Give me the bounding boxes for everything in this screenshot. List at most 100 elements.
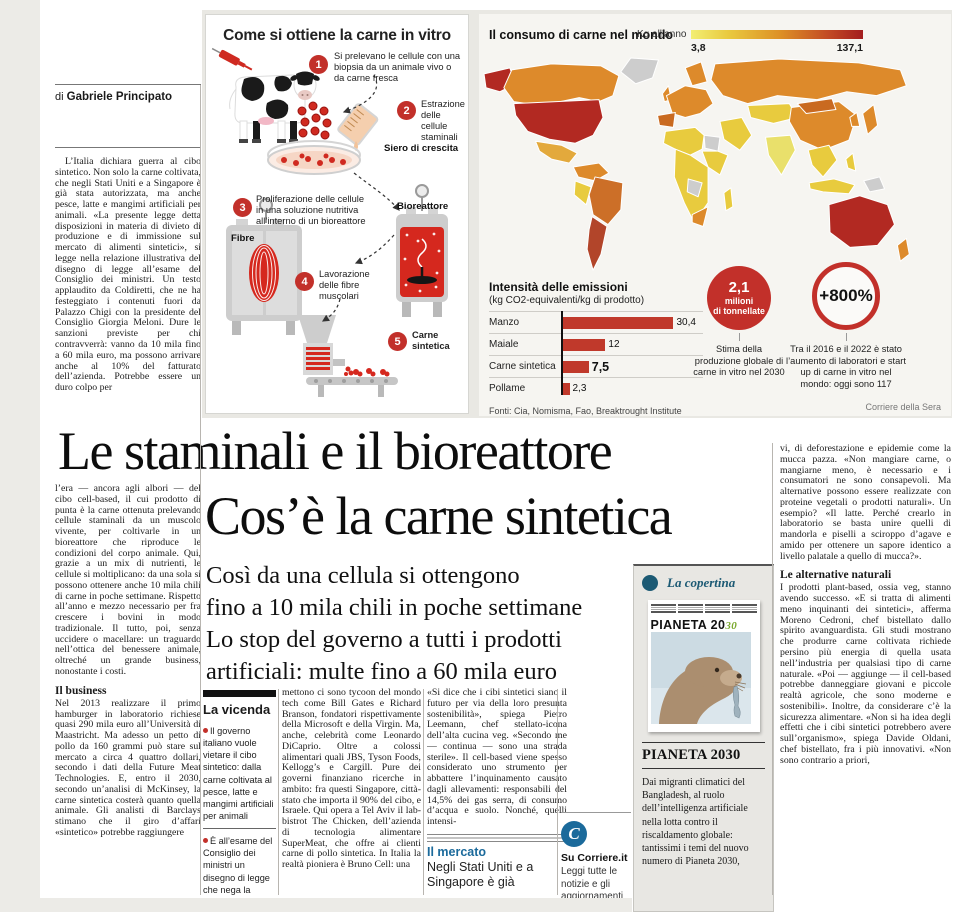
step-2-number: 2 [397,101,416,120]
bar-value: 2,3 [572,383,587,394]
subhead: Così da una cellula si ottengono fino a … [206,560,582,687]
byline-rule [55,147,201,148]
teal-circle-icon [642,575,658,591]
stat-circle-growth: +800% Tra il 2016 e il 2022 è stato l’au… [785,262,907,390]
vicenda-box: La vicenda Il governo italiano vuole vie… [203,690,276,898]
step-4-text: Lavorazione delle fibre muscolari [319,269,370,301]
vicenda-item: È all’esame del Consiglio dei ministri u… [203,828,276,898]
cow-icon [229,71,320,143]
infographic-title: Come si ottiene la carne in vitro [223,27,451,44]
copertina-label: La copertina [667,575,736,590]
step-1-text: Si prelevano le cellule con una biopsia … [334,51,461,83]
chart-subtitle: (kg CO2-equivalenti/kg di prodotto) [489,295,645,306]
bar-value: 30,4 [676,317,696,328]
column-rule [200,85,201,895]
chart-row: Manzo 30,4 [489,311,703,333]
magazine-masthead: PIANETA 2030 [651,618,757,632]
step-3-number: 3 [233,198,252,217]
vicenda-top-bar [203,690,276,697]
subhead-line: Così da una cellula si ottengono [206,562,520,589]
bullet-icon [203,838,208,844]
pianeta-heading: PIANETA 2030 [642,742,765,769]
meat-pieces-icon [353,368,390,377]
map-legend-max: 137,1 [836,42,863,54]
fibre-label: Fibre [231,233,255,244]
corriere-logo-icon: C [561,821,587,847]
column-rule [557,689,558,895]
business-paragraph: Nel 2013 realizzare il primo hamburger i… [55,697,201,838]
infographic-panel: Come si ottiene la carne in vitro [205,14,469,414]
lead-column: L’Italia dichiara guerra al cibo sinteti… [55,157,201,423]
page-edge-bottom [0,898,632,912]
body-column-1: l’era — ancora agli albori — del cibo ce… [55,484,201,898]
masthead-script: 30 [725,620,738,632]
pianeta-text: Dai migranti climatici del Bangladesh, a… [642,777,749,868]
beaker-icon [337,103,379,146]
step-2-text: Estrazione delle cellule staminali [421,99,465,142]
growth-value: +800% [819,286,873,305]
bioreactor-icon [396,184,448,317]
syringe-icon [211,47,253,71]
map-legend-gradient [691,30,863,39]
production-unit-1: milioni [724,296,754,307]
byline-prefix: di [55,91,67,103]
chart-axis [561,311,563,395]
bar-value: 7,5 [591,359,610,374]
production-circle: 2,1 milioni di tonnellate [707,266,771,330]
chart-title: Intensità delle emissioni [489,280,628,294]
caption-tick [738,333,740,341]
mercato-heading: Il mercato [427,844,487,859]
bar-label: Pollame [489,383,526,394]
alternatives-paragraph: I prodotti plant-based, ossia veg, stann… [780,582,951,766]
section-divider [427,833,567,842]
chart-row: Pollame 2,3 [489,377,703,399]
vicenda-item: Il governo italiano vuole vietare il cib… [203,719,276,828]
column-rule [278,689,279,895]
business-heading: Il business [55,684,107,697]
body-paragraph: «Si dice che i cibi sintetici siano il f… [427,688,567,828]
bar-value: 12 [608,339,620,350]
bar [561,316,674,329]
step-3-text: Proliferazione delle cellule in una solu… [256,194,366,226]
petri-dish-icon [267,140,361,175]
magazine-cover: PIANETA 2030 [647,600,760,732]
bar-label: Maiale [489,339,519,350]
byline-author: Gabriele Principato [66,91,173,103]
growth-circle: +800% [812,262,880,330]
seal-photo [650,632,751,724]
byline: di Gabriele Principato [55,84,201,103]
chart-source: Fonti: Cia, Nomisma, Fao, Breaktrought I… [489,406,682,416]
vicenda-item-text: Il governo italiano vuole vietare il cib… [203,726,274,821]
alternatives-heading: Le alternative naturali [780,569,892,582]
body-column-4: «Si dice che i cibi sintetici siano il f… [427,688,567,912]
body-paragraph: vi, di deforestazione e epidemie come la… [780,444,951,562]
body-column-3: mettono ci sono tycoon del mondo tech co… [282,688,421,900]
copertina-header: La copertina [642,575,765,591]
flow-arrows [321,74,400,322]
map-legend-label: Kg all’anno [637,29,687,40]
page-edge-left [0,0,40,912]
column-rule [772,443,773,895]
headline-line-2: Cos’è la carne sintetica [205,486,673,546]
column-rule [423,689,424,895]
production-caption: Stima della produzione globale di carne … [693,344,785,378]
bar-label: Carne sintetica [489,361,556,372]
siero-label: Siero di crescita [384,143,459,154]
production-value: 2,1 [728,278,750,296]
fibre-tank-icon [226,198,302,335]
chart-row: Carne sintetica 7,5 [489,355,703,377]
subhead-line: fino a 10 mila chili in poche settimane [206,593,583,621]
masthead-main: PIANETA 20 [650,618,726,632]
vicenda-item-text: È all’esame del Consiglio dei ministri u… [203,836,273,898]
chart-row: Maiale 12 [489,333,703,355]
step-4-number: 4 [295,272,314,291]
headline-line-1: Le staminali e il bioreattore [58,421,613,481]
bar [561,360,589,373]
cells-icon [297,101,332,140]
bullet-icon [203,728,208,733]
growth-caption: Tra il 2016 e il 2022 è stato l’aumento … [786,344,906,389]
subhead-line: artificiali: multe fino a 60 mila euro [206,657,558,685]
bar [561,382,570,395]
mercato-text: Negli Stati Uniti e a Singapore è già [427,859,534,890]
